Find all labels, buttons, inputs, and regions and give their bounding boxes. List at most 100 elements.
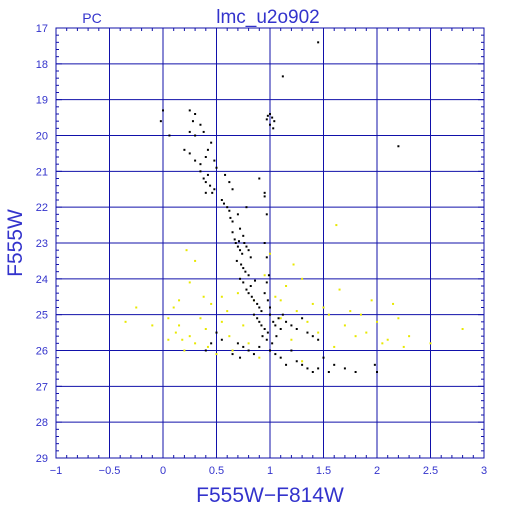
data-point-yellow [228,335,231,338]
data-point-yellow [376,320,378,323]
data-point-black [281,313,284,316]
data-point-black [243,242,246,244]
data-point-black [204,349,207,352]
data-point-black [263,242,266,244]
data-point-black [236,245,239,248]
x-tick-labels: −1 −0.5 0 0.5 1 1.5 2 2.5 3 [50,465,487,477]
data-point-yellow [317,331,320,334]
data-point-black [210,141,213,144]
data-point-black [231,231,234,234]
data-point-black [327,371,330,373]
data-point-yellow [269,252,271,255]
data-point-black [275,335,278,338]
data-point-black [271,342,274,345]
data-point-black [228,209,231,212]
data-point-black [311,371,314,373]
data-point-yellow [247,342,250,345]
data-point-black [333,363,336,366]
data-point-black [272,127,275,130]
data-point-black [252,313,255,316]
data-point-black [306,367,309,370]
data-point-black [311,335,314,338]
data-point-yellow [461,328,464,330]
data-point-black [245,288,248,291]
data-point-black [252,299,255,302]
y-tick-label: 21 [36,166,48,178]
data-point-yellow [185,249,188,252]
data-point-yellow [365,331,368,334]
x-tick-label: 0 [160,465,166,477]
data-point-black [220,199,223,201]
data-point-yellow [279,299,282,302]
data-point-yellow [343,324,346,327]
data-point-black [290,349,293,352]
data-point-black [202,177,205,180]
y-tick-label: 27 [36,381,48,393]
data-point-black [376,371,378,373]
data-point-black [269,306,271,309]
data-point-yellow [220,295,223,298]
data-point-black [242,234,245,237]
data-point-black [269,123,271,126]
data-point-yellow [402,345,405,348]
x-tick-label: −1 [50,465,63,477]
data-point-yellow [381,342,384,345]
data-point-yellow [124,320,127,323]
data-point-black [202,130,205,133]
data-point-black [265,338,268,341]
y-tick-labels: 17 18 19 20 21 22 23 24 25 26 27 28 29 [36,23,48,465]
data-point-black [250,295,253,298]
data-point-black [263,195,266,198]
data-point-yellow [220,320,223,323]
data-point-yellow [290,338,293,341]
y-tick-label: 25 [36,310,48,322]
data-point-yellow [135,306,138,309]
data-point-black [245,206,248,209]
data-point-black [215,166,218,169]
data-point-yellow [397,317,400,320]
grid-lines [55,27,485,459]
data-point-yellow [370,299,373,302]
data-point-yellow [206,345,209,348]
data-point-black [260,324,263,327]
data-point-black [194,113,197,115]
data-point-black [317,367,320,370]
data-point-black [204,181,207,184]
x-tick-label: 2.5 [423,465,438,477]
data-point-black [245,245,248,248]
data-point-yellow [306,320,309,323]
x-tick-label: 1 [267,465,273,477]
data-point-black [188,130,191,133]
data-point-black [295,328,298,330]
data-point-black [354,371,357,373]
data-point-black [397,145,400,148]
data-point-yellow [194,342,197,345]
data-point-yellow [174,331,177,334]
data-point-yellow [359,313,362,316]
data-point-black [242,281,245,284]
data-point-black [343,367,346,370]
data-point-yellow [188,335,191,338]
data-point-black [252,353,255,356]
data-point-black [242,267,245,270]
data-point-yellow [295,310,298,313]
data-point-black [258,306,261,309]
data-point-yellow [194,259,197,262]
data-point-yellow [354,335,357,338]
data-point-yellow [151,324,154,327]
data-point-black [234,242,237,244]
data-point-black [231,220,234,223]
data-point-black [279,328,282,330]
data-point-black [273,120,276,123]
data-point-black [261,335,264,338]
data-point-yellow [292,263,295,266]
data-point-black [281,75,284,78]
data-point-black [269,349,271,352]
data-point-black [229,216,232,219]
data-point-black [263,292,266,295]
data-point-black [239,227,242,230]
data-point-black [228,181,231,184]
data-point-black [267,274,270,277]
data-point-yellow [172,306,175,309]
data-point-yellow [285,285,288,287]
